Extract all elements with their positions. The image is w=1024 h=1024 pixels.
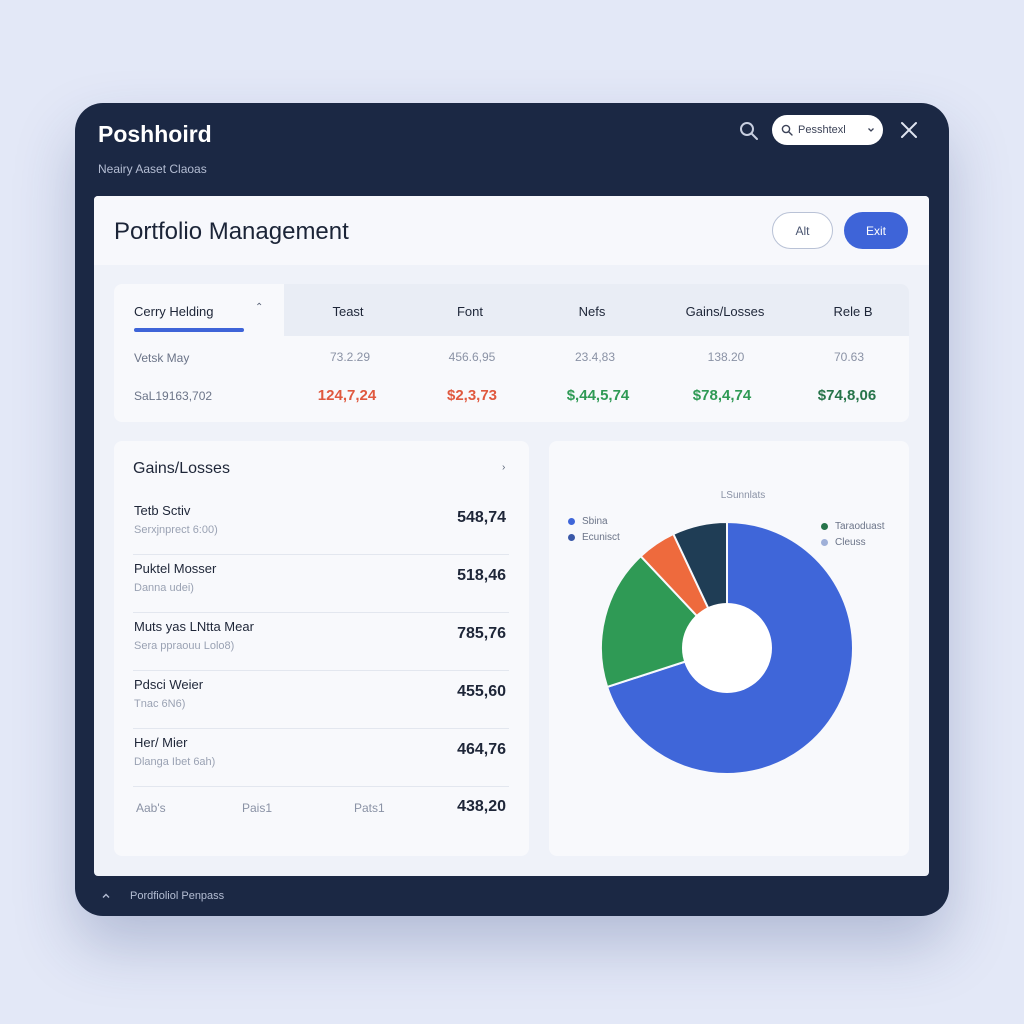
list-item[interactable]: Puktel Mosser Danna udei) 518,46: [133, 555, 509, 613]
gain-subtitle: Tnac 6N6): [134, 698, 186, 710]
chart-legend-left: Sbina Ecunisct: [568, 513, 620, 545]
holdings-tab-label: Cerry Helding: [134, 304, 214, 319]
chevron-down-icon: [868, 128, 874, 132]
footer-link[interactable]: Aab's: [136, 801, 166, 815]
list-item[interactable]: Pdsci Weier Tnac 6N6) 455,60: [133, 671, 509, 729]
holdings-tab[interactable]: Cerry Helding ⌃: [114, 284, 284, 336]
page-header: Portfolio Management Alt Exit: [94, 196, 929, 265]
row-label: SaL19163,702: [134, 389, 213, 403]
column-header[interactable]: Font: [456, 304, 484, 319]
search-icon[interactable]: [738, 120, 760, 142]
donut-hole: [682, 603, 772, 693]
legend-dot: [821, 538, 828, 546]
table-cell-value: 124,7,24: [317, 387, 377, 404]
gain-subtitle: Sera ppraouu Lolo8): [134, 640, 235, 652]
page-title: Portfolio Management: [114, 218, 349, 245]
legend-dot: [568, 517, 575, 525]
close-icon[interactable]: [898, 119, 920, 141]
column-header[interactable]: Teast: [332, 304, 364, 319]
gain-value: 785,76: [457, 625, 506, 642]
table-cell: 73.2.29: [329, 350, 371, 364]
search-label: Pesshtexl: [798, 124, 846, 136]
search-dropdown[interactable]: Pesshtexl: [772, 115, 883, 145]
legend-label: Taraoduast: [835, 520, 885, 532]
gain-name: Tetb Sctiv: [134, 503, 191, 518]
legend-item: Cleuss: [821, 534, 884, 550]
gain-subtitle: Danna udei): [134, 582, 194, 594]
footer-link[interactable]: Pais1: [242, 801, 273, 815]
list-item[interactable]: Her/ Mier Dlanga Ibet 6ah) 464,76: [133, 729, 509, 787]
chart-title: LSunnlats: [720, 490, 766, 501]
gain-subtitle: Dlanga Ibet 6ah): [134, 756, 216, 768]
legend-item: Ecunisct: [568, 529, 620, 545]
column-header[interactable]: Nefs: [578, 304, 606, 319]
footer-link[interactable]: Pats1: [354, 801, 385, 815]
table-cell: 138.20: [707, 350, 745, 364]
main-content: Portfolio Management Alt Exit Cerry Held…: [94, 196, 929, 876]
status-bar: Pordfioliol Penpass: [75, 876, 949, 916]
list-item[interactable]: Muts yas LNtta Mear Sera ppraouu Lolo8) …: [133, 613, 509, 671]
table-cell-value: $2,3,73: [446, 387, 498, 404]
gain-value: 455,60: [457, 683, 506, 700]
table-cell-value: $74,8,06: [817, 387, 877, 404]
gains-losses-card: Gains/Losses › Tetb Sctiv Serxjnprect 6:…: [114, 441, 529, 856]
gain-value: 464,76: [457, 741, 506, 758]
table-cell: 23.4,83: [574, 350, 616, 364]
gain-subtitle: Serxjnprect 6:00): [134, 524, 218, 536]
legend-label: Ecunisct: [582, 531, 620, 543]
table-cell: 70.63: [833, 350, 865, 364]
alt-button[interactable]: Alt: [772, 212, 833, 249]
table-cell-value: $78,4,74: [692, 387, 752, 404]
sort-caret-icon[interactable]: ⌃: [255, 302, 264, 313]
chevron-up-icon[interactable]: [101, 891, 111, 901]
gain-value: 518,46: [457, 567, 506, 584]
column-header[interactable]: Rele B: [833, 304, 873, 319]
donut-chart: [600, 520, 854, 775]
gains-footer: Aab's Pais1 Pats1 438,20: [133, 789, 509, 829]
legend-dot: [568, 533, 575, 541]
gains-title: Gains/Losses: [133, 460, 230, 477]
gain-name: Her/ Mier: [134, 735, 188, 750]
legend-item: Taraoduast: [821, 518, 884, 534]
app-window: Poshhoird Neairy Aaset Claoas Pesshtexl …: [75, 103, 949, 916]
exit-button[interactable]: Exit: [844, 212, 908, 249]
gain-name: Pdsci Weier: [134, 677, 204, 692]
gain-name: Puktel Mosser: [134, 561, 217, 576]
legend-dot: [821, 522, 828, 530]
app-subtitle: Neairy Aaset Claoas: [98, 162, 207, 176]
tab-underline: [134, 328, 244, 332]
legend-label: Cleuss: [835, 536, 866, 548]
gain-value: 548,74: [457, 509, 506, 526]
status-text: Pordfioliol Penpass: [130, 890, 225, 902]
row-label: Vetsk May: [134, 351, 190, 365]
table-cell: 456.6,95: [448, 350, 496, 364]
chevron-right-icon[interactable]: ›: [502, 462, 506, 473]
chart-legend-right: Taraoduast Cleuss: [821, 518, 884, 550]
search-icon: [781, 124, 793, 136]
gain-name: Muts yas LNtta Mear: [134, 619, 254, 634]
legend-item: Sbina: [568, 513, 620, 529]
table-cell-value: $,44,5,74: [566, 387, 630, 404]
allocation-chart-card: LSunnlats Sbina Ecunisct Taraoduast: [549, 441, 909, 856]
app-title: Poshhoird: [98, 121, 212, 147]
legend-label: Sbina: [582, 515, 608, 527]
footer-total: 438,20: [457, 798, 506, 815]
holdings-table: Cerry Helding ⌃ Teast Font Nefs Gains/Lo…: [114, 284, 909, 422]
list-item[interactable]: Tetb Sctiv Serxjnprect 6:00) 548,74: [133, 497, 509, 555]
column-header[interactable]: Gains/Losses: [685, 304, 765, 319]
